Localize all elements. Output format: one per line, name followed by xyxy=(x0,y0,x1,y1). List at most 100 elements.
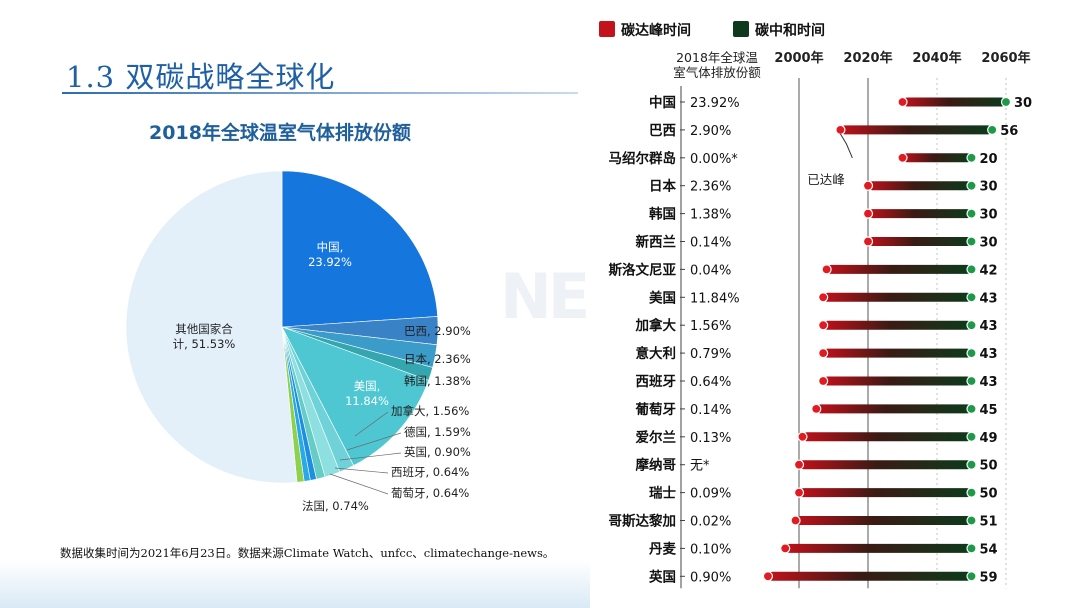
row-neutral-label: 56 xyxy=(1000,124,1018,139)
peak-marker xyxy=(818,348,829,359)
row-share: 1.38% xyxy=(690,208,731,223)
row-neutral-label: 50 xyxy=(980,487,998,502)
row-share: 11.84% xyxy=(690,291,740,306)
pie-leader-line xyxy=(354,411,389,437)
row-neutral-label: 43 xyxy=(980,375,998,390)
timeline-bar xyxy=(795,516,972,525)
legend-label-peak: 碳达峰时间 xyxy=(621,22,691,39)
row-share: 0.00%* xyxy=(690,152,738,167)
timeline-bar xyxy=(799,460,972,470)
row-share: 0.13% xyxy=(690,431,731,446)
x-tick-2020: 2020年 xyxy=(843,50,892,66)
legend-swatch-neutral xyxy=(733,21,749,37)
row-neutral-label: 51 xyxy=(980,515,998,530)
row-neutral-label: 43 xyxy=(980,291,998,306)
timeline-bar xyxy=(868,237,972,246)
peak-marker xyxy=(818,320,829,331)
annotation-leader xyxy=(839,133,853,159)
watermark-logo: NE xyxy=(500,260,590,333)
pie-slice-其他国家合计 xyxy=(125,170,298,484)
neutral-marker xyxy=(966,403,977,414)
neutral-marker xyxy=(966,515,977,526)
neutral-marker xyxy=(966,571,977,582)
bottom-decoration-band xyxy=(0,560,590,608)
pie-label-英国: 英国, 0.90% xyxy=(404,445,471,459)
row-neutral-label: 42 xyxy=(980,263,998,278)
row-share: 2.90% xyxy=(690,124,731,139)
row-country: 日本 xyxy=(649,178,677,195)
pie-value-其他国家合计: 计, 51.53% xyxy=(173,337,236,351)
row-share: 0.02% xyxy=(690,515,731,530)
pie-label-中国: 中国, xyxy=(317,240,344,254)
row-country: 葡萄牙 xyxy=(635,401,677,418)
row-share: 0.04% xyxy=(690,263,731,278)
row-country: 丹麦 xyxy=(649,540,677,557)
timeline-bar xyxy=(902,153,972,163)
pie-label-日本: 日本, 2.36% xyxy=(404,352,471,366)
row-country: 中国 xyxy=(649,94,676,111)
pie-label-巴西: 巴西, 2.90% xyxy=(404,324,471,338)
row-country: 韩国 xyxy=(649,206,676,223)
row-neutral-label: 20 xyxy=(980,152,998,167)
pie-label-其他国家合计: 其他国家合 xyxy=(175,322,233,336)
timeline-bar xyxy=(868,209,972,219)
timeline-bar xyxy=(799,488,972,498)
peak-marker xyxy=(862,208,874,219)
row-country: 加拿大 xyxy=(635,317,677,334)
pie-label-美国: 美国, xyxy=(354,379,381,393)
peak-marker xyxy=(780,543,791,554)
peak-marker xyxy=(762,571,774,582)
row-share: 0.09% xyxy=(690,487,731,502)
row-share: 0.79% xyxy=(690,347,731,362)
row-country: 英国 xyxy=(648,568,676,585)
timeline-bar xyxy=(802,432,972,442)
pie-label-德国: 德国, 1.59% xyxy=(404,425,471,439)
peak-marker xyxy=(862,236,874,247)
neutral-marker xyxy=(966,320,977,331)
timeline-bar xyxy=(785,543,972,553)
pie-label-法国: 法国, 0.74% xyxy=(302,499,369,513)
peak-marker xyxy=(897,96,908,108)
pie-label-西班牙: 西班牙, 0.64% xyxy=(391,465,469,479)
neutral-marker xyxy=(966,375,977,387)
timeline-bar xyxy=(823,376,972,386)
row-country: 斯洛文尼亚 xyxy=(609,261,677,278)
neutral-marker xyxy=(966,264,977,275)
slide-title: 1.3 双碳战略全球化 xyxy=(66,60,336,94)
pie-leader-line xyxy=(346,432,402,451)
row-country: 美国 xyxy=(649,289,676,306)
timeline-bar xyxy=(902,97,1006,107)
timeline-bar xyxy=(868,181,972,191)
pie-slice-美国 xyxy=(281,326,429,466)
row-country: 意大利 xyxy=(636,345,677,362)
pie-label-葡萄牙: 葡萄牙, 0.64% xyxy=(391,486,469,500)
row-country: 哥斯达黎加 xyxy=(609,513,677,530)
timeline-bar xyxy=(823,320,972,330)
neutral-marker xyxy=(966,459,977,470)
pie-label-韩国: 韩国, 1.38% xyxy=(404,374,471,388)
neutral-marker xyxy=(966,487,977,498)
timeline-bar xyxy=(840,125,993,135)
neutral-marker xyxy=(987,124,998,135)
neutral-marker xyxy=(966,431,977,442)
timeline-bar xyxy=(823,292,972,302)
row-share: 0.14% xyxy=(690,403,731,418)
neutral-marker xyxy=(966,152,977,163)
row-neutral-label: 59 xyxy=(980,570,998,585)
row-country: 巴西 xyxy=(649,123,676,139)
peak-marker xyxy=(897,152,908,163)
pie-chart-title: 2018年全球温室气体排放份额 xyxy=(149,122,411,144)
peak-marker xyxy=(818,292,829,303)
peak-marker xyxy=(818,375,829,387)
timeline-bar xyxy=(767,571,972,581)
row-neutral-label: 30 xyxy=(1014,96,1032,111)
title-divider xyxy=(62,92,578,94)
peak-marker xyxy=(811,403,822,414)
pie-leader-line xyxy=(339,452,402,461)
x-tick-2060: 2060年 xyxy=(981,50,1030,66)
peak-marker xyxy=(793,459,805,470)
neutral-marker xyxy=(966,543,977,554)
row-neutral-label: 43 xyxy=(980,319,998,334)
row-country: 西班牙 xyxy=(636,373,677,390)
